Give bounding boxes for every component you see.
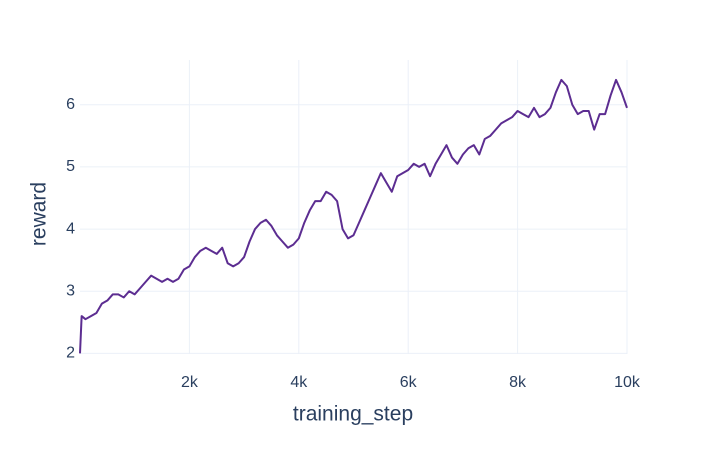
y-axis-title: reward [28, 182, 51, 246]
x-tick-label: 8k [509, 374, 527, 391]
y-tick-label: 5 [66, 158, 75, 175]
y-tick-label: 4 [66, 220, 75, 237]
y-tick-label: 6 [66, 96, 75, 113]
x-tick-label: 6k [400, 374, 418, 391]
line-series [79, 78, 628, 354]
x-tick-label: 4k [290, 374, 308, 391]
y-tick-label: 3 [66, 282, 75, 299]
y-tick-label: 2 [66, 345, 75, 362]
x-tick-label: 10k [614, 374, 641, 391]
x-axis-title: training_step [293, 403, 413, 426]
x-tick-label: 2k [181, 374, 199, 391]
